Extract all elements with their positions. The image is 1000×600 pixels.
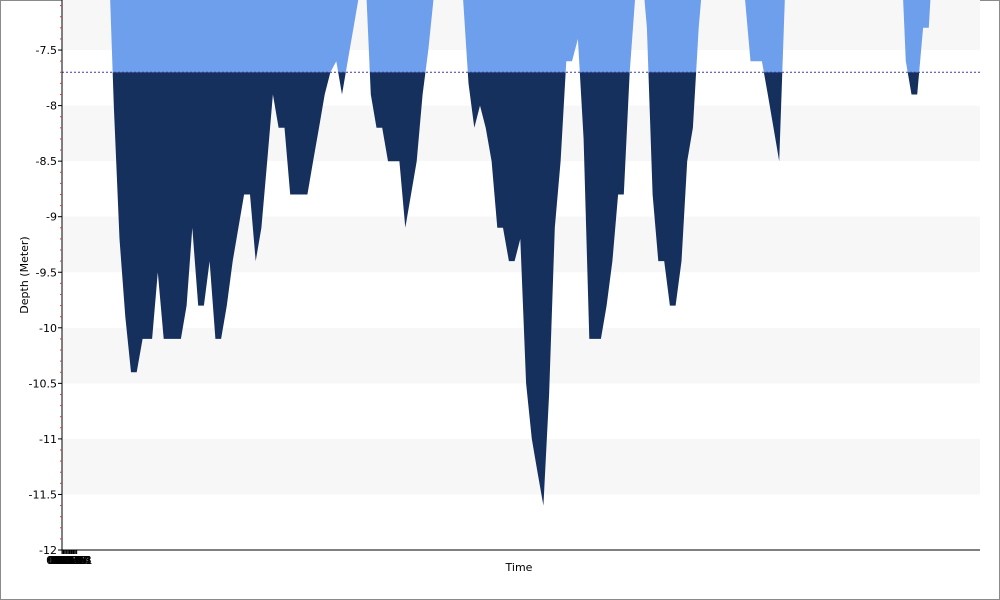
x-tick-label: 00:22 (52, 554, 84, 567)
x-tick-label: 00:33 (56, 554, 88, 567)
y-tick-label: -8.5 (36, 155, 57, 168)
y-tick-label: -9.5 (36, 266, 57, 279)
x-tick-label: 00:40 (58, 554, 90, 567)
x-axis-label: Time (505, 561, 533, 574)
x-tick-label: 00:00 (46, 554, 78, 567)
x-tick-label: 00:04 (47, 554, 79, 567)
x-tick-label: 00:18 (51, 554, 83, 567)
x-tick-label: 00:15 (50, 554, 82, 567)
y-tick-label: -10 (39, 322, 57, 335)
y-tick-label: -12 (39, 544, 57, 557)
x-tick-label: 00:29 (54, 554, 86, 567)
y-axis-ticks: -3-3.5-4-4.5-5-5.5-6-6.5-7-7.5-8-8.5-9-9… (29, 0, 62, 557)
background-band-0 (62, 438, 980, 495)
y-tick-label: -11 (39, 433, 57, 446)
y-axis-label: Depth (Meter) (18, 236, 31, 313)
y-tick-label: -9 (46, 211, 57, 224)
y-tick-label: -7 (46, 0, 57, 2)
x-tick-label: 00:37 (57, 554, 89, 567)
y-tick-label: -8 (46, 100, 57, 113)
depth-profile-areas (62, 0, 977, 506)
depth-area-above-threshold (62, 0, 977, 73)
background-band-1 (62, 327, 980, 384)
x-tick-label: 00:48 (60, 554, 92, 567)
x-tick-label: 00:44 (59, 554, 91, 567)
x-tick-label: 00:11 (49, 554, 81, 567)
depth-area-below-threshold (112, 72, 920, 506)
x-tick-label: 00:51 (61, 554, 93, 567)
x-tick-label: 00:07 (48, 554, 80, 567)
x-axis-ticks: 00:0000:0400:0700:1100:1500:1800:2200:26… (46, 550, 93, 567)
y-tick-label: -10.5 (29, 377, 57, 390)
x-tick-label: 00:26 (54, 554, 86, 567)
axes (61, 0, 980, 551)
y-tick-label: -11.5 (29, 488, 57, 501)
y-tick-label: -7.5 (36, 44, 57, 57)
